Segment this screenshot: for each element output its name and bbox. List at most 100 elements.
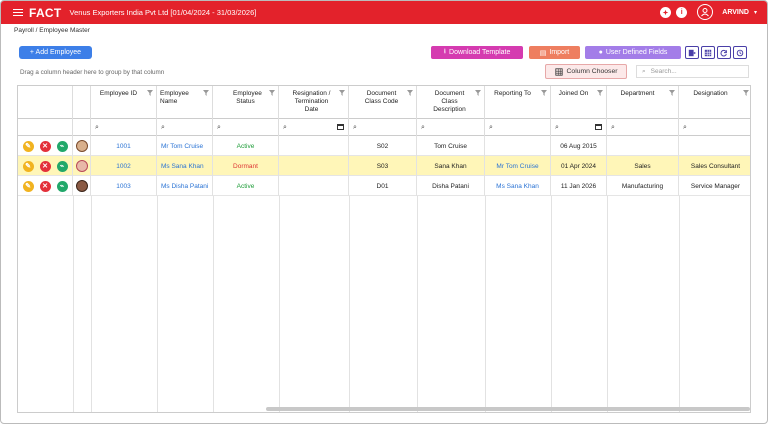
filter-row: ⌕ ⌕ ⌕ ⌕ ⌕ ⌕ ⌕ ⌕ ⌕ ⌕: [18, 119, 750, 136]
chevron-down-icon[interactable]: ▾: [753, 9, 757, 16]
column-chooser-button[interactable]: Column Chooser: [545, 64, 627, 79]
filter-icon[interactable]: [147, 90, 153, 96]
filter-doc-class-code[interactable]: ⌕: [349, 119, 417, 136]
import-button[interactable]: ▤ Import: [529, 46, 580, 59]
header-photo: [73, 86, 91, 119]
column-divider: [417, 196, 418, 412]
header-employee-name[interactable]: Employee Name: [157, 86, 213, 119]
cell-designation: Service Manager: [690, 182, 741, 190]
edit-icon[interactable]: ✎: [22, 140, 34, 152]
filter-doc-class-desc[interactable]: ⌕: [417, 119, 485, 136]
cell-employee-id[interactable]: 1002: [91, 156, 157, 176]
header-doc-class-code[interactable]: Document Class Code: [349, 86, 417, 119]
header-joined-on[interactable]: Joined On: [551, 86, 607, 119]
refresh-icon[interactable]: [717, 46, 731, 59]
app-logo: FACT: [29, 5, 62, 20]
search-icon: ⌕: [611, 124, 615, 131]
column-divider: [213, 196, 214, 412]
calendar-icon[interactable]: [337, 124, 344, 130]
header-reporting-to[interactable]: Reporting To: [485, 86, 551, 119]
search-icon: ⌕: [353, 124, 357, 131]
horizontal-scrollbar[interactable]: [266, 407, 750, 411]
user-name[interactable]: ARVIND: [722, 8, 749, 16]
export-icon[interactable]: [685, 46, 699, 59]
header-resignation-date[interactable]: Resignation / Termination Date: [279, 86, 349, 119]
filter-icon[interactable]: [743, 90, 749, 96]
cell-joined-on: 11 Jan 2026: [551, 176, 607, 196]
cell-employee-id[interactable]: 1003: [91, 176, 157, 196]
cell-employee-name[interactable]: Ms Sana Khan: [157, 156, 213, 176]
delete-icon[interactable]: ✕: [39, 180, 51, 192]
header-joined-on-label: Joined On: [558, 90, 589, 97]
filter-cell-actions: [18, 119, 73, 136]
cell-resignation-date: [279, 136, 349, 156]
cell-employee-id[interactable]: 1001: [91, 136, 157, 156]
header-employee-id[interactable]: Employee ID: [91, 86, 157, 119]
attachment-icon[interactable]: ⌁: [56, 160, 68, 172]
filter-employee-id[interactable]: ⌕: [91, 119, 157, 136]
search-icon: ⌕: [161, 124, 165, 131]
delete-icon[interactable]: ✕: [39, 160, 51, 172]
filter-designation[interactable]: ⌕: [679, 119, 750, 136]
avatar: [73, 136, 91, 156]
column-divider: [679, 196, 680, 412]
header-department-label: Department: [620, 90, 655, 97]
reset-icon[interactable]: [733, 46, 747, 59]
grid-header: Employee ID Employee Name Employee Statu…: [18, 86, 750, 119]
cell-reporting-to[interactable]: Ms Sana Khan: [485, 176, 551, 196]
filter-resignation-date[interactable]: ⌕: [279, 119, 349, 136]
header-employee-id-label: Employee ID: [99, 90, 138, 97]
edit-icon[interactable]: ✎: [22, 160, 34, 172]
filter-reporting-to[interactable]: ⌕: [485, 119, 551, 136]
grid-search-input[interactable]: ⌕ Search...: [636, 65, 749, 78]
table-row[interactable]: ✎ ✕ ⌁ 1001 Mr Tom Cruise Active S02 Tom …: [18, 136, 750, 156]
filter-icon[interactable]: [597, 90, 603, 96]
header-employee-status[interactable]: Employee Status: [213, 86, 279, 119]
column-divider: [157, 196, 158, 412]
header-designation[interactable]: Designation: [679, 86, 750, 119]
header-department[interactable]: Department: [607, 86, 679, 119]
file-import-icon: ▤: [539, 49, 547, 57]
download-template-button[interactable]: ⭳ Download Template: [431, 46, 523, 59]
notification-icon[interactable]: [660, 6, 672, 18]
filter-joined-on[interactable]: ⌕: [551, 119, 607, 136]
cell-department: [607, 136, 679, 156]
header-designation-label: Designation: [693, 90, 728, 97]
add-employee-button[interactable]: + Add Employee: [19, 46, 92, 59]
group-panel-hint[interactable]: Drag a column header here to group by th…: [20, 69, 165, 76]
search-icon: ⌕: [421, 124, 425, 131]
cell-reporting-to[interactable]: [485, 136, 551, 156]
attachment-icon[interactable]: ⌁: [56, 140, 68, 152]
column-divider: [485, 196, 486, 412]
filter-icon[interactable]: [541, 90, 547, 96]
cell-employee-name[interactable]: Ms Disha Patani: [157, 176, 213, 196]
info-icon[interactable]: i: [676, 6, 688, 18]
calendar-icon[interactable]: [595, 124, 602, 130]
filter-employee-status[interactable]: ⌕: [213, 119, 279, 136]
cell-employee-name[interactable]: Mr Tom Cruise: [157, 136, 213, 156]
filter-icon[interactable]: [269, 90, 275, 96]
filter-department[interactable]: ⌕: [607, 119, 679, 136]
avatar: [73, 156, 91, 176]
header-doc-class-desc[interactable]: Document Class Description: [417, 86, 485, 119]
cell-reporting-to[interactable]: Mr Tom Cruise: [485, 156, 551, 176]
user-avatar-icon[interactable]: [697, 4, 714, 20]
header-doc-class-code-label: Document Class Code: [364, 90, 399, 105]
filter-icon[interactable]: [669, 90, 675, 96]
employee-grid: Employee ID Employee Name Employee Statu…: [17, 85, 751, 413]
filter-icon[interactable]: [339, 90, 345, 96]
edit-icon[interactable]: ✎: [22, 180, 34, 192]
user-defined-fields-button[interactable]: ● User Defined Fields: [585, 46, 681, 59]
filter-employee-name[interactable]: ⌕: [157, 119, 213, 136]
column-divider: [349, 196, 350, 412]
table-row[interactable]: ✎ ✕ ⌁ 1002 Ms Sana Khan Dormant S03 Sana…: [18, 156, 750, 176]
grid-layout-icon[interactable]: [701, 46, 715, 59]
filter-icon[interactable]: [203, 90, 209, 96]
filter-icon[interactable]: [407, 90, 413, 96]
menu-icon[interactable]: [13, 8, 23, 17]
delete-icon[interactable]: ✕: [39, 140, 51, 152]
table-row[interactable]: ✎ ✕ ⌁ 1003 Ms Disha Patani Active D01 Di…: [18, 176, 750, 196]
attachment-icon[interactable]: ⌁: [56, 180, 68, 192]
search-icon: ⌕: [489, 124, 493, 131]
filter-icon[interactable]: [475, 90, 481, 96]
